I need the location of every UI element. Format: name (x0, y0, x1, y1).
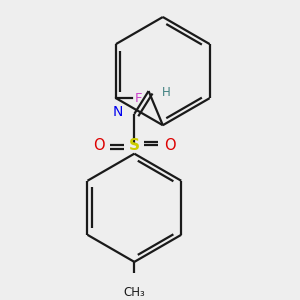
Text: F: F (134, 92, 142, 105)
Text: O: O (164, 138, 176, 153)
Text: O: O (93, 138, 105, 153)
Text: CH₃: CH₃ (124, 286, 145, 299)
Text: H: H (161, 86, 170, 99)
Text: N: N (112, 105, 123, 119)
Text: S: S (129, 138, 140, 153)
